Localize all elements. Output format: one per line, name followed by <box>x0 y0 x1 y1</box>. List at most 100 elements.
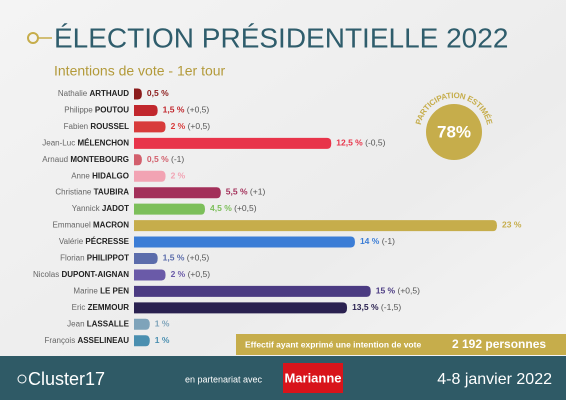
category-label: Eric ZEMMOUR <box>72 303 130 312</box>
change: (+0,5) <box>397 286 420 296</box>
value: 2 % <box>171 171 186 181</box>
last-name: ZEMMOUR <box>88 303 130 312</box>
value-label: 13,5 % (-1,5) <box>352 302 401 312</box>
value: 1,5 % <box>163 105 185 115</box>
change: (+0,5) <box>187 105 210 115</box>
value-label: 23 % <box>502 220 522 230</box>
value-label: 14 % (-1) <box>360 236 395 246</box>
first-name: Eric <box>72 303 86 312</box>
value: 1 % <box>155 335 170 345</box>
category-label: Christiane TAUBIRA <box>55 188 129 197</box>
last-name: POUTOU <box>95 106 129 115</box>
participation-value: 78% <box>437 122 471 141</box>
first-name: Valérie <box>59 237 84 246</box>
first-name: Anne <box>71 171 90 180</box>
last-name: JADOT <box>102 204 129 213</box>
bar <box>134 236 355 248</box>
first-name: Jean-Luc <box>42 138 75 147</box>
footer-partner: Marianne <box>284 370 341 385</box>
category-label: Philippe POUTOU <box>64 106 129 115</box>
sample-label: Effectif ayant exprimé une intention de … <box>245 339 421 349</box>
value: 23 % <box>502 220 522 230</box>
value-label: 1,5 % (+0,5) <box>163 105 210 115</box>
last-name: ROUSSEL <box>90 122 129 131</box>
value: 2 % <box>171 269 186 279</box>
change: (+0,5) <box>187 253 210 263</box>
value: 1,5 % <box>163 253 185 263</box>
change: (+1) <box>250 187 266 197</box>
value: 2 % <box>171 121 186 131</box>
first-name: Emmanuel <box>53 221 91 230</box>
first-name: Nathalie <box>58 89 88 98</box>
last-name: HIDALGO <box>92 171 129 180</box>
category-label: Fabien ROUSSEL <box>64 122 129 131</box>
sample-box <box>236 334 566 355</box>
value: 4,5 % <box>210 203 232 213</box>
first-name: Fabien <box>64 122 88 131</box>
last-name: PHILIPPOT <box>87 254 129 263</box>
category-label: Emmanuel MACRON <box>53 221 130 230</box>
category-label: Arnaud MONTEBOURG <box>42 155 129 164</box>
value: 12,5 % <box>336 138 363 148</box>
category-label: Florian PHILIPPOT <box>60 254 129 263</box>
bar <box>134 253 158 264</box>
first-name: Nicolas <box>33 270 59 279</box>
value-label: 2 % <box>171 171 186 181</box>
category-label: Jean LASSALLE <box>67 319 129 328</box>
bar <box>134 137 332 149</box>
first-name: Jean <box>67 319 84 328</box>
category-label: Yannick JADOT <box>72 204 129 213</box>
chart-title: ÉLECTION PRÉSIDENTIELLE 2022 <box>54 22 508 53</box>
value-label: 1,5 % (+0,5) <box>163 253 210 263</box>
bar <box>134 187 221 199</box>
bar <box>134 302 348 314</box>
first-name: Christiane <box>55 188 92 197</box>
value-label: 5,5 % (+1) <box>226 187 266 197</box>
value: 15 % <box>376 286 396 296</box>
change: (+0,5) <box>188 269 211 279</box>
bar <box>134 285 371 297</box>
change: (+0,5) <box>188 121 211 131</box>
first-name: Arnaud <box>42 155 68 164</box>
value: 1 % <box>155 319 170 329</box>
value-label: 2 % (+0,5) <box>171 121 211 131</box>
last-name: PÉCRESSE <box>85 237 129 246</box>
value-label: 4,5 % (+0,5) <box>210 203 257 213</box>
bar <box>134 318 150 330</box>
last-name: ASSELINEAU <box>77 336 129 345</box>
value: 5,5 % <box>226 187 248 197</box>
bar <box>134 121 166 133</box>
brand-icon <box>17 374 27 384</box>
change: (-0,5) <box>365 138 385 148</box>
bar <box>134 269 166 281</box>
value-label: 0,5 % (-1) <box>147 154 185 164</box>
last-name: ARTHAUD <box>89 89 129 98</box>
value-label: 1 % <box>155 335 170 345</box>
value: 13,5 % <box>352 302 379 312</box>
change: (-1) <box>382 236 395 246</box>
last-name: LE PEN <box>100 287 129 296</box>
first-name: Florian <box>60 254 84 263</box>
participation-circle <box>426 104 482 160</box>
category-label: Anne HIDALGO <box>71 171 129 180</box>
category-label: Nathalie ARTHAUD <box>58 89 129 98</box>
bar <box>134 88 142 100</box>
last-name: TAUBIRA <box>94 188 130 197</box>
last-name: LASSALLE <box>87 319 130 328</box>
footer-partner-text: en partenariat avec <box>185 374 263 384</box>
bar <box>134 104 158 116</box>
bar <box>134 154 142 166</box>
change: (+0,5) <box>234 203 257 213</box>
footer-brand: Cluster17 <box>28 369 105 389</box>
category-label: Nicolas DUPONT-AIGNAN <box>33 270 129 279</box>
value: 0,5 % <box>147 88 169 98</box>
chart-subtitle: Intentions de vote - 1er tour <box>54 63 226 79</box>
bar <box>134 335 150 347</box>
footer-dates: 4-8 janvier 2022 <box>437 371 552 388</box>
category-label: Marine LE PEN <box>73 287 129 296</box>
last-name: MACRON <box>93 221 129 230</box>
value-label: 15 % (+0,5) <box>376 286 420 296</box>
sample-value: 2 192 personnes <box>452 337 546 351</box>
